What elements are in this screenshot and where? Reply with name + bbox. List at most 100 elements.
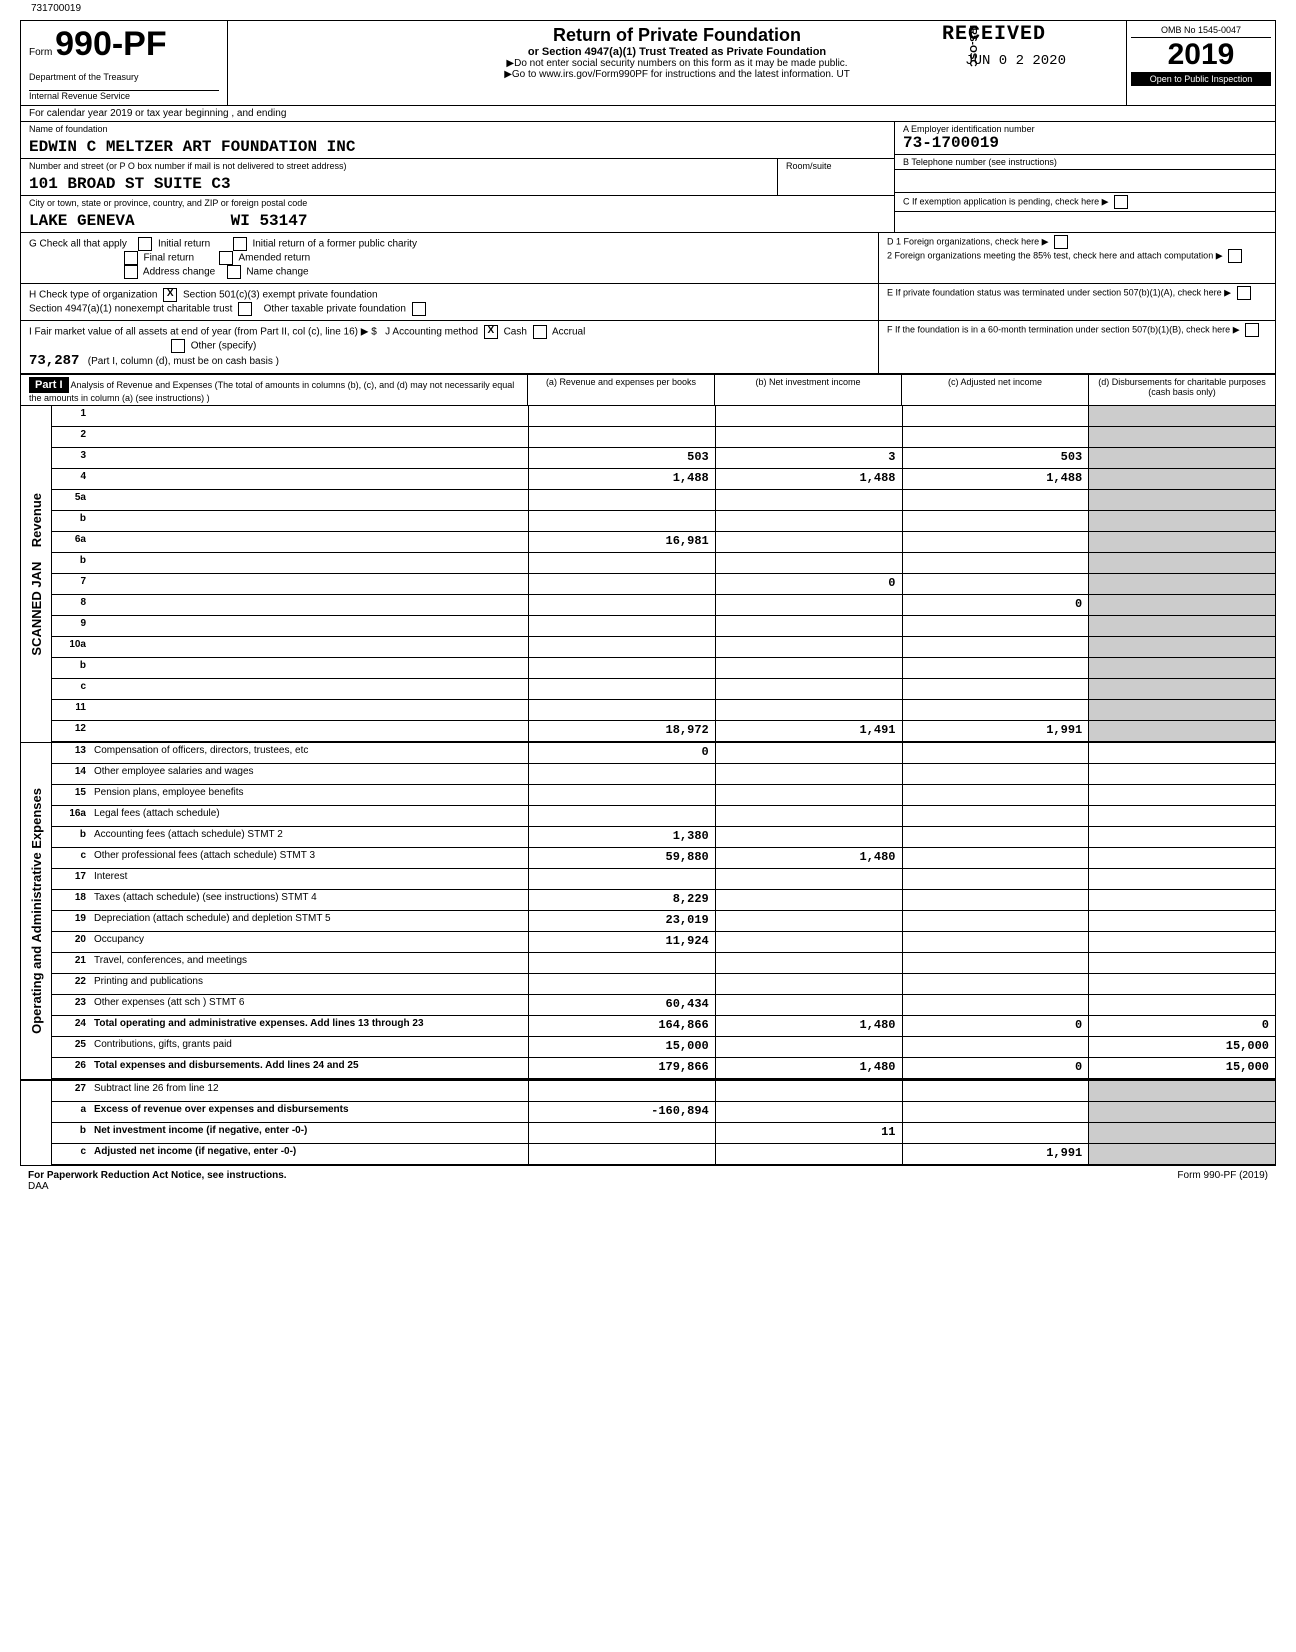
- checkbox-d2[interactable]: [1228, 249, 1242, 263]
- cell-a: [528, 953, 715, 973]
- cell-a: 23,019: [528, 911, 715, 931]
- cell-c: [902, 743, 1089, 763]
- received-stamp: RECEIVED: [942, 23, 1046, 46]
- checkbox-c[interactable]: [1114, 195, 1128, 209]
- cell-b: 1,480: [715, 848, 902, 868]
- row-desc: Net investment income (if negative, ente…: [90, 1123, 528, 1143]
- checkbox-f[interactable]: [1245, 323, 1259, 337]
- row-desc: Occupancy: [90, 932, 528, 952]
- cell-c: [902, 511, 1089, 531]
- checkbox-accrual[interactable]: [533, 325, 547, 339]
- row-num: c: [52, 1144, 90, 1164]
- cell-c: [902, 427, 1089, 447]
- cell-d: [1088, 427, 1275, 447]
- row-num: 4: [52, 469, 90, 489]
- checkbox-initial[interactable]: [138, 237, 152, 251]
- checkbox-501c3[interactable]: X: [163, 288, 177, 302]
- cell-a: [528, 490, 715, 510]
- cell-a: [528, 700, 715, 720]
- checkbox-amended[interactable]: [219, 251, 233, 265]
- cell-b: [715, 827, 902, 847]
- checkbox-4947[interactable]: [238, 302, 252, 316]
- cell-d: [1088, 1144, 1275, 1164]
- row-num: 7: [52, 574, 90, 594]
- row-desc: [90, 532, 528, 552]
- table-row: 7 0: [52, 574, 1275, 595]
- cell-d: [1088, 806, 1275, 826]
- row-num: 24: [52, 1016, 90, 1036]
- cell-d: [1088, 448, 1275, 468]
- cell-d: [1088, 974, 1275, 994]
- row-num: 3: [52, 448, 90, 468]
- table-row: b: [52, 511, 1275, 532]
- table-row: a Excess of revenue over expenses and di…: [52, 1102, 1275, 1123]
- checkbox-initial-former[interactable]: [233, 237, 247, 251]
- cell-d: [1088, 890, 1275, 910]
- cell-c: 1,488: [902, 469, 1089, 489]
- table-row: 16a Legal fees (attach schedule): [52, 806, 1275, 827]
- table-row: 9: [52, 616, 1275, 637]
- table-row: 2: [52, 427, 1275, 448]
- header: Form 990-PF Department of the Treasury I…: [21, 21, 1275, 106]
- cell-b: [715, 700, 902, 720]
- checkbox-cash[interactable]: X: [484, 325, 498, 339]
- cell-c: [902, 932, 1089, 952]
- footer-left: For Paperwork Reduction Act Notice, see …: [28, 1170, 287, 1181]
- cell-b: 1,480: [715, 1058, 902, 1078]
- cell-c: 503: [902, 448, 1089, 468]
- table-row: 8 0: [52, 595, 1275, 616]
- cell-c: [902, 953, 1089, 973]
- row-desc: [90, 616, 528, 636]
- cell-d: [1088, 764, 1275, 784]
- part1-desc: Analysis of Revenue and Expenses (The to…: [29, 380, 514, 403]
- state-zip: WI 53147: [231, 212, 308, 230]
- cell-d: [1088, 532, 1275, 552]
- cell-b: 1,480: [715, 1016, 902, 1036]
- table-row: 19 Depreciation (attach schedule) and de…: [52, 911, 1275, 932]
- checkbox-name[interactable]: [227, 265, 241, 279]
- table-row: 22 Printing and publications: [52, 974, 1275, 995]
- cell-c: [902, 532, 1089, 552]
- row-num: b: [52, 658, 90, 678]
- table-row: b Net investment income (if negative, en…: [52, 1123, 1275, 1144]
- cell-d: [1088, 616, 1275, 636]
- table-row: b Accounting fees (attach schedule) STMT…: [52, 827, 1275, 848]
- checkbox-final[interactable]: [124, 251, 138, 265]
- row-num: 26: [52, 1058, 90, 1078]
- cell-b: [715, 595, 902, 615]
- row-num: 17: [52, 869, 90, 889]
- cell-b: 1,488: [715, 469, 902, 489]
- row-desc: Adjusted net income (if negative, enter …: [90, 1144, 528, 1164]
- cell-b: [715, 995, 902, 1015]
- row-num: 13: [52, 743, 90, 763]
- top-id: 731700019: [31, 3, 81, 14]
- checkbox-other-tax[interactable]: [412, 302, 426, 316]
- checkbox-d1[interactable]: [1054, 235, 1068, 249]
- table-row: b: [52, 658, 1275, 679]
- cell-d: [1088, 785, 1275, 805]
- ein-label: A Employer identification number: [903, 124, 1267, 134]
- cell-d: [1088, 721, 1275, 741]
- foundation-name: EDWIN C MELTZER ART FOUNDATION INC: [21, 136, 894, 158]
- cell-a: 0: [528, 743, 715, 763]
- cell-a: [528, 553, 715, 573]
- checkbox-address[interactable]: [124, 265, 138, 279]
- inspection: Open to Public Inspection: [1131, 72, 1271, 86]
- row-desc: [90, 679, 528, 699]
- cell-a: 16,981: [528, 532, 715, 552]
- table-row: 14 Other employee salaries and wages: [52, 764, 1275, 785]
- row-desc: [90, 700, 528, 720]
- table-row: b: [52, 553, 1275, 574]
- cell-b: [715, 679, 902, 699]
- row-desc: Excess of revenue over expenses and disb…: [90, 1102, 528, 1122]
- checkbox-e[interactable]: [1237, 286, 1251, 300]
- cell-d: [1088, 574, 1275, 594]
- cell-d: [1088, 637, 1275, 657]
- checkbox-other-method[interactable]: [171, 339, 185, 353]
- row-num: b: [52, 827, 90, 847]
- cell-d: [1088, 743, 1275, 763]
- cell-c: 0: [902, 1058, 1089, 1078]
- revenue-section: SCANNED JAN Revenue 1 2 3 503 3 503 4 1,…: [21, 406, 1275, 742]
- cell-a: 11,924: [528, 932, 715, 952]
- table-row: 10a: [52, 637, 1275, 658]
